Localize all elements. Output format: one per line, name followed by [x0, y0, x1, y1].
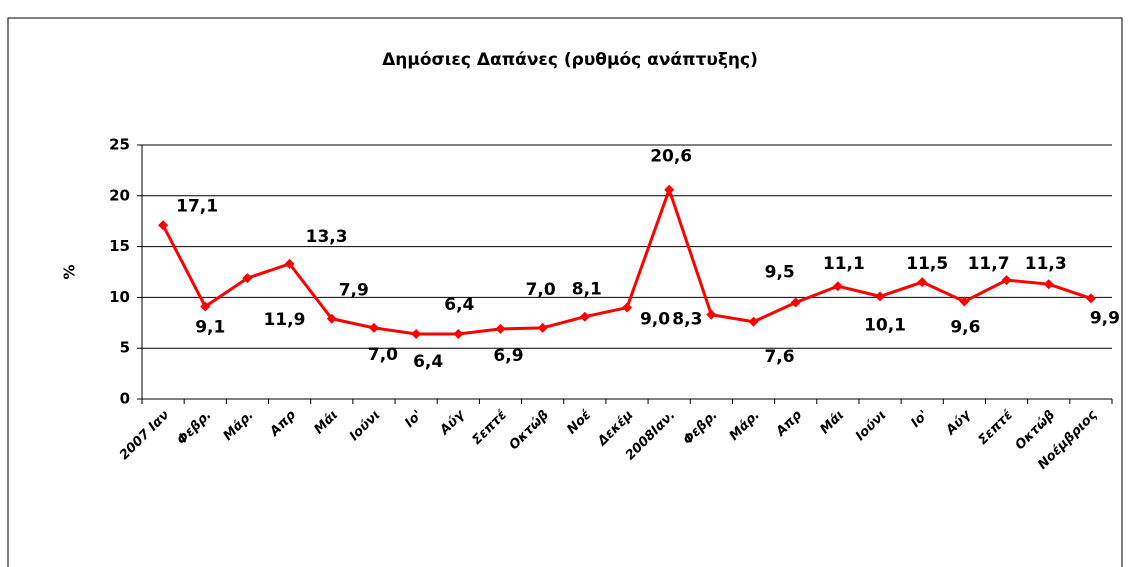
data-point [368, 322, 379, 333]
data-point [832, 281, 843, 292]
data-point [664, 184, 675, 195]
chart-title: Δημόσιες Δαπάνες (ρυθμός ανάπτυξης) [382, 50, 758, 70]
data-point [158, 220, 169, 231]
data-label: 20,6 [650, 147, 692, 167]
y-tick-label: 15 [109, 237, 130, 255]
data-label: 11,7 [968, 254, 1010, 274]
data-point [326, 313, 337, 324]
data-point [411, 328, 422, 339]
data-label: 7,9 [339, 281, 369, 301]
data-point [453, 328, 464, 339]
data-point [917, 277, 928, 288]
data-label: 7,0 [526, 280, 556, 300]
y-tick-label: 5 [120, 339, 130, 357]
data-point [495, 323, 506, 334]
data-label: 11,1 [823, 254, 865, 274]
data-label: 9,5 [765, 262, 795, 282]
y-tick-label: 25 [109, 136, 130, 154]
data-label: 8,1 [572, 280, 602, 300]
data-point [1043, 279, 1054, 290]
chart-frame [7, 17, 1123, 567]
data-label: 11,9 [263, 310, 305, 330]
data-point [748, 316, 759, 327]
data-point [284, 258, 295, 269]
y-axis-label: % [61, 264, 79, 279]
data-label: 7,0 [368, 345, 398, 365]
y-tick-label: 0 [120, 390, 130, 408]
data-point [242, 273, 253, 284]
data-label: 6,4 [444, 295, 474, 315]
data-label: 8,3 [672, 310, 702, 330]
data-label: 10,1 [864, 315, 906, 335]
data-label: 9,1 [195, 318, 225, 338]
data-point [875, 291, 886, 302]
data-point [706, 309, 717, 320]
data-label: 17,1 [176, 196, 218, 216]
data-label: 9,9 [1090, 308, 1120, 328]
data-point [200, 301, 211, 312]
y-tick-label: 20 [109, 186, 130, 204]
data-point [579, 311, 590, 322]
data-point [622, 302, 632, 313]
data-point [537, 322, 548, 333]
data-label: 9,0 [640, 310, 670, 330]
data-label: 11,3 [1025, 254, 1067, 274]
data-label: 6,4 [413, 352, 443, 372]
data-label: 11,5 [906, 254, 948, 274]
data-label: 6,9 [493, 346, 523, 366]
data-label: 13,3 [306, 227, 348, 247]
y-tick-label: 10 [109, 288, 130, 306]
data-point [1085, 293, 1096, 304]
data-label: 9,6 [950, 317, 980, 337]
data-point [1001, 275, 1012, 286]
data-point [790, 297, 801, 308]
data-point [959, 296, 970, 307]
data-label: 7,6 [764, 347, 794, 367]
